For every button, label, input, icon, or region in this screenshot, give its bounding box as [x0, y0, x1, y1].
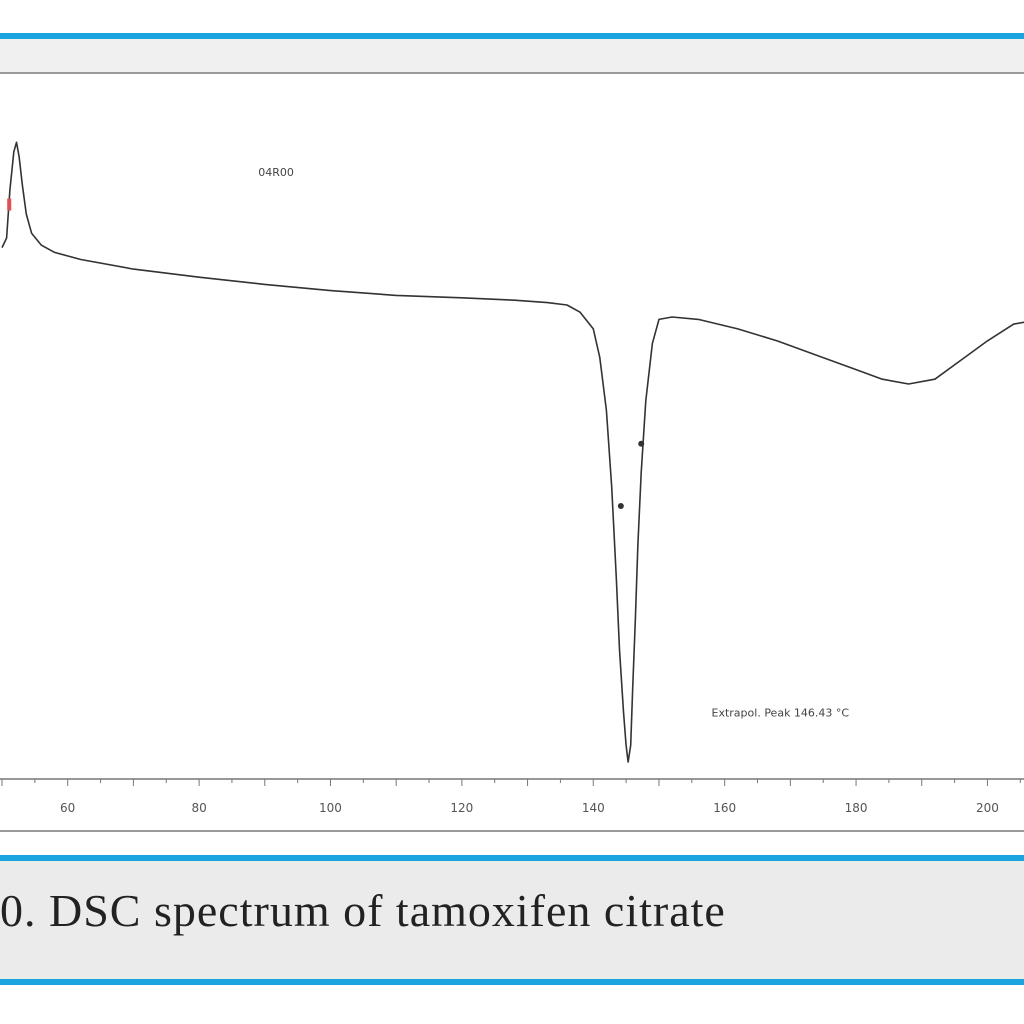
marker-point [638, 440, 645, 447]
x-tick-label: 140 [582, 801, 605, 815]
bottom-blue-rule [0, 979, 1024, 985]
chart-frame: 60 80 100 120 140 160 180 200 04R00 Extrapol. Pea… [0, 72, 1024, 832]
series-line-0 [1, 141, 1024, 763]
top-gray-band [0, 39, 1024, 72]
x-tick-label: 60 [60, 801, 75, 815]
x-tick-label: 200 [976, 801, 999, 815]
marker-onset-flag [7, 198, 12, 211]
x-tick-label: 160 [713, 801, 736, 815]
chart-annotation: 04R00 [258, 166, 294, 179]
x-tick-label: 180 [845, 801, 868, 815]
x-tick-label: 120 [450, 801, 473, 815]
x-tick-label: 100 [319, 801, 342, 815]
figure-caption: 0. DSC spectrum of tamoxifen citrate [0, 885, 726, 936]
caption-band [0, 861, 1024, 979]
x-tick-label: 80 [191, 801, 206, 815]
top-blue-rule [0, 33, 1024, 39]
marker-point [617, 503, 624, 509]
dsc-chart: 60 80 100 120 140 160 180 200 04R00 Extrapol. Pea… [0, 141, 1024, 815]
middle-blue-rule [0, 855, 1024, 861]
chart-annotation: Extrapol. Peak 146.43 °C [712, 707, 850, 720]
